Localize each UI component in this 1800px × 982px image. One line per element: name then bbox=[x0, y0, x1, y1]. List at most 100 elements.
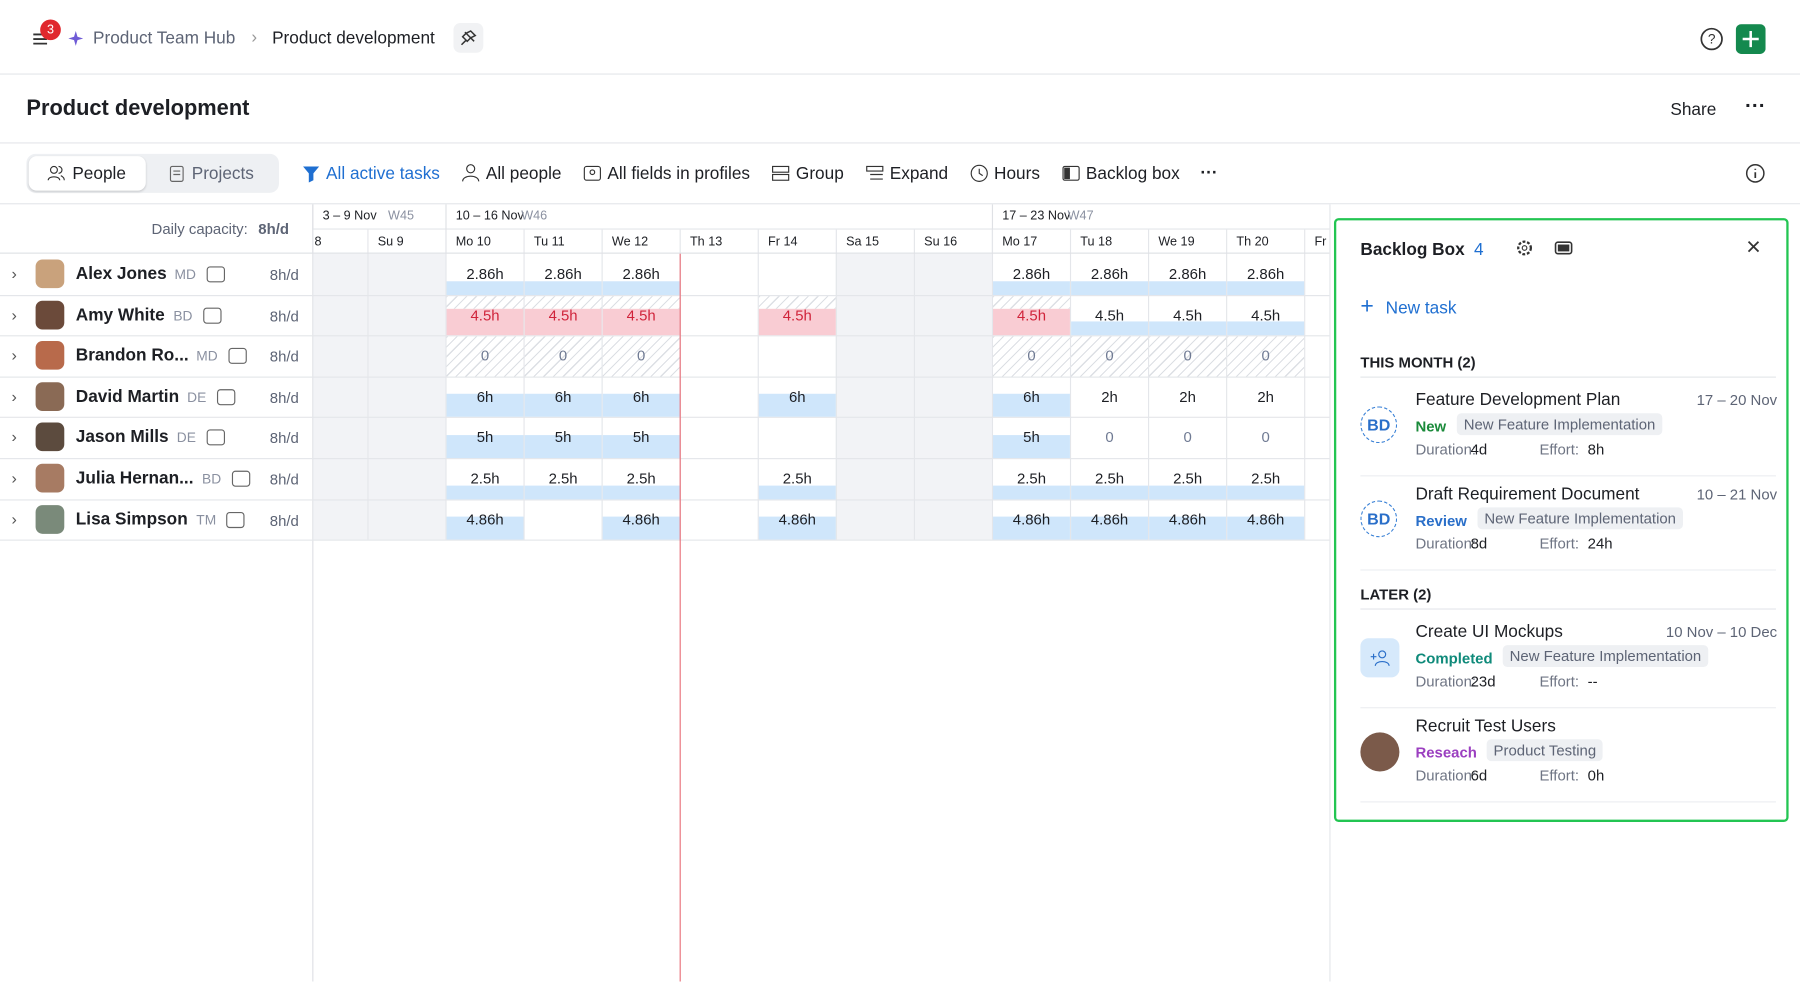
row-divider bbox=[0, 376, 1332, 378]
effort-value: -- bbox=[1587, 672, 1598, 690]
tab-active[interactable]: People bbox=[28, 156, 146, 191]
projects-icon bbox=[169, 165, 184, 182]
cell-value: 2.86h bbox=[1168, 265, 1207, 283]
week-number: W47 bbox=[1067, 208, 1094, 223]
task-card[interactable] bbox=[1360, 618, 1776, 709]
day-label: Sa 15 bbox=[846, 235, 880, 250]
effort-value: 8h bbox=[1587, 440, 1605, 459]
load-block bbox=[602, 435, 680, 459]
cell-value: 0 bbox=[1261, 428, 1270, 446]
cell-value: 2.5h bbox=[1095, 469, 1125, 487]
expand-chevron[interactable]: › bbox=[11, 468, 17, 487]
filter-button[interactable]: Group bbox=[771, 163, 844, 184]
weekend-column bbox=[312, 253, 368, 540]
effort-label: Effort: bbox=[1539, 672, 1580, 690]
expand-chevron[interactable]: › bbox=[11, 304, 17, 324]
person-name[interactable]: Jason Mills bbox=[75, 427, 169, 448]
load-bar bbox=[1149, 280, 1227, 295]
new-task-icon[interactable]: + bbox=[1360, 293, 1374, 320]
duration-value: 8d bbox=[1470, 534, 1488, 553]
column-divider bbox=[1069, 229, 1072, 540]
more-button[interactable]: ··· bbox=[1200, 163, 1218, 183]
pin-button[interactable] bbox=[453, 22, 484, 53]
filter-icon bbox=[583, 165, 602, 181]
avatar bbox=[35, 422, 65, 452]
person-name[interactable]: Amy White bbox=[75, 304, 165, 325]
cell-value: 0 bbox=[1183, 346, 1192, 365]
person-name[interactable]: Lisa Simpson bbox=[75, 509, 188, 529]
expand-chevron[interactable]: › bbox=[11, 264, 17, 283]
expand-chevron[interactable]: › bbox=[11, 427, 17, 446]
filter-button[interactable]: All fields in profiles bbox=[582, 163, 750, 184]
group-divider bbox=[1360, 608, 1776, 610]
cell-value: 4.86h bbox=[1090, 510, 1129, 528]
column-divider bbox=[367, 229, 369, 540]
info-button[interactable] bbox=[1745, 163, 1766, 184]
expand-chevron[interactable]: › bbox=[11, 509, 17, 528]
filter-button[interactable]: All active tasks bbox=[301, 163, 440, 184]
cell-value: 0 bbox=[1105, 428, 1114, 446]
expand-chevron[interactable]: › bbox=[11, 386, 17, 406]
task-card[interactable] bbox=[1360, 712, 1776, 803]
avatar bbox=[35, 382, 65, 411]
person-capacity: 8h/d bbox=[269, 470, 299, 488]
filter-button[interactable]: All people bbox=[461, 163, 561, 184]
person-name[interactable]: Brandon Ro... bbox=[75, 345, 189, 366]
add-button[interactable] bbox=[1735, 24, 1766, 54]
cell-value: 2.86h bbox=[622, 265, 660, 283]
selection-outline bbox=[1333, 218, 1789, 822]
person-capacity: 8h/d bbox=[269, 511, 299, 529]
avatar bbox=[35, 463, 65, 493]
close-button[interactable]: × bbox=[1746, 231, 1761, 261]
free-cell bbox=[446, 336, 524, 377]
day-label: Mo 17 bbox=[1002, 235, 1038, 250]
free-cell bbox=[993, 336, 1070, 377]
people-icon bbox=[47, 165, 65, 181]
filter-label: Hours bbox=[994, 163, 1040, 184]
column-divider bbox=[1226, 229, 1228, 540]
filter-button[interactable]: Backlog box bbox=[1061, 163, 1180, 184]
cell-value: 2.86h bbox=[466, 265, 504, 283]
load-block bbox=[993, 435, 1070, 459]
tab[interactable]: Projects bbox=[164, 156, 279, 190]
profile-icon bbox=[231, 470, 251, 487]
group-label: THIS MONTH (2) bbox=[1360, 353, 1476, 371]
task-card[interactable] bbox=[1360, 480, 1776, 571]
tab-label: Projects bbox=[191, 164, 254, 184]
filter-button[interactable]: Expand bbox=[864, 163, 948, 184]
breadcrumb-link[interactable]: Product Team Hub bbox=[92, 28, 236, 49]
person-role: TM bbox=[196, 511, 217, 528]
cell-value: 2.86h bbox=[544, 265, 582, 283]
cell-value: 4.86h bbox=[466, 510, 504, 528]
help-button[interactable]: ? bbox=[1699, 26, 1724, 51]
day-label: Fr bbox=[1314, 235, 1327, 250]
more-button[interactable]: ··· bbox=[1744, 94, 1766, 118]
cell-value: 2.5h bbox=[1251, 469, 1281, 487]
profile-icon bbox=[226, 511, 245, 528]
effort-label: Effort: bbox=[1539, 440, 1580, 459]
filter-button[interactable]: Hours bbox=[969, 163, 1040, 184]
person-name[interactable]: David Martin bbox=[75, 386, 180, 407]
task-name: Feature Development Plan bbox=[1415, 390, 1621, 410]
new-task-button[interactable]: New task bbox=[1385, 298, 1457, 318]
load-bar bbox=[602, 280, 680, 295]
row-divider bbox=[0, 294, 1332, 296]
cell-value: 2.86h bbox=[1012, 265, 1051, 283]
person-name[interactable]: Alex Jones bbox=[75, 264, 167, 284]
weekend-column bbox=[913, 253, 992, 540]
day-label: Th 13 bbox=[689, 235, 723, 250]
task-avatar: BD bbox=[1360, 406, 1398, 444]
cell-value: 5h bbox=[1023, 428, 1040, 446]
filter-label: Expand bbox=[889, 163, 949, 184]
column-divider bbox=[312, 229, 314, 540]
person-name[interactable]: Julia Hernan... bbox=[75, 468, 194, 488]
load-block bbox=[524, 394, 602, 418]
expand-chevron[interactable]: › bbox=[11, 345, 17, 365]
share-button[interactable]: Share bbox=[1670, 99, 1717, 120]
cell-value: 4.5h bbox=[1251, 306, 1281, 324]
task-card[interactable] bbox=[1360, 386, 1776, 477]
person-capacity: 8h/d bbox=[269, 388, 299, 407]
person-role: MD bbox=[174, 266, 196, 283]
task-status: Review bbox=[1415, 512, 1467, 530]
day-label: 8 bbox=[314, 235, 322, 250]
